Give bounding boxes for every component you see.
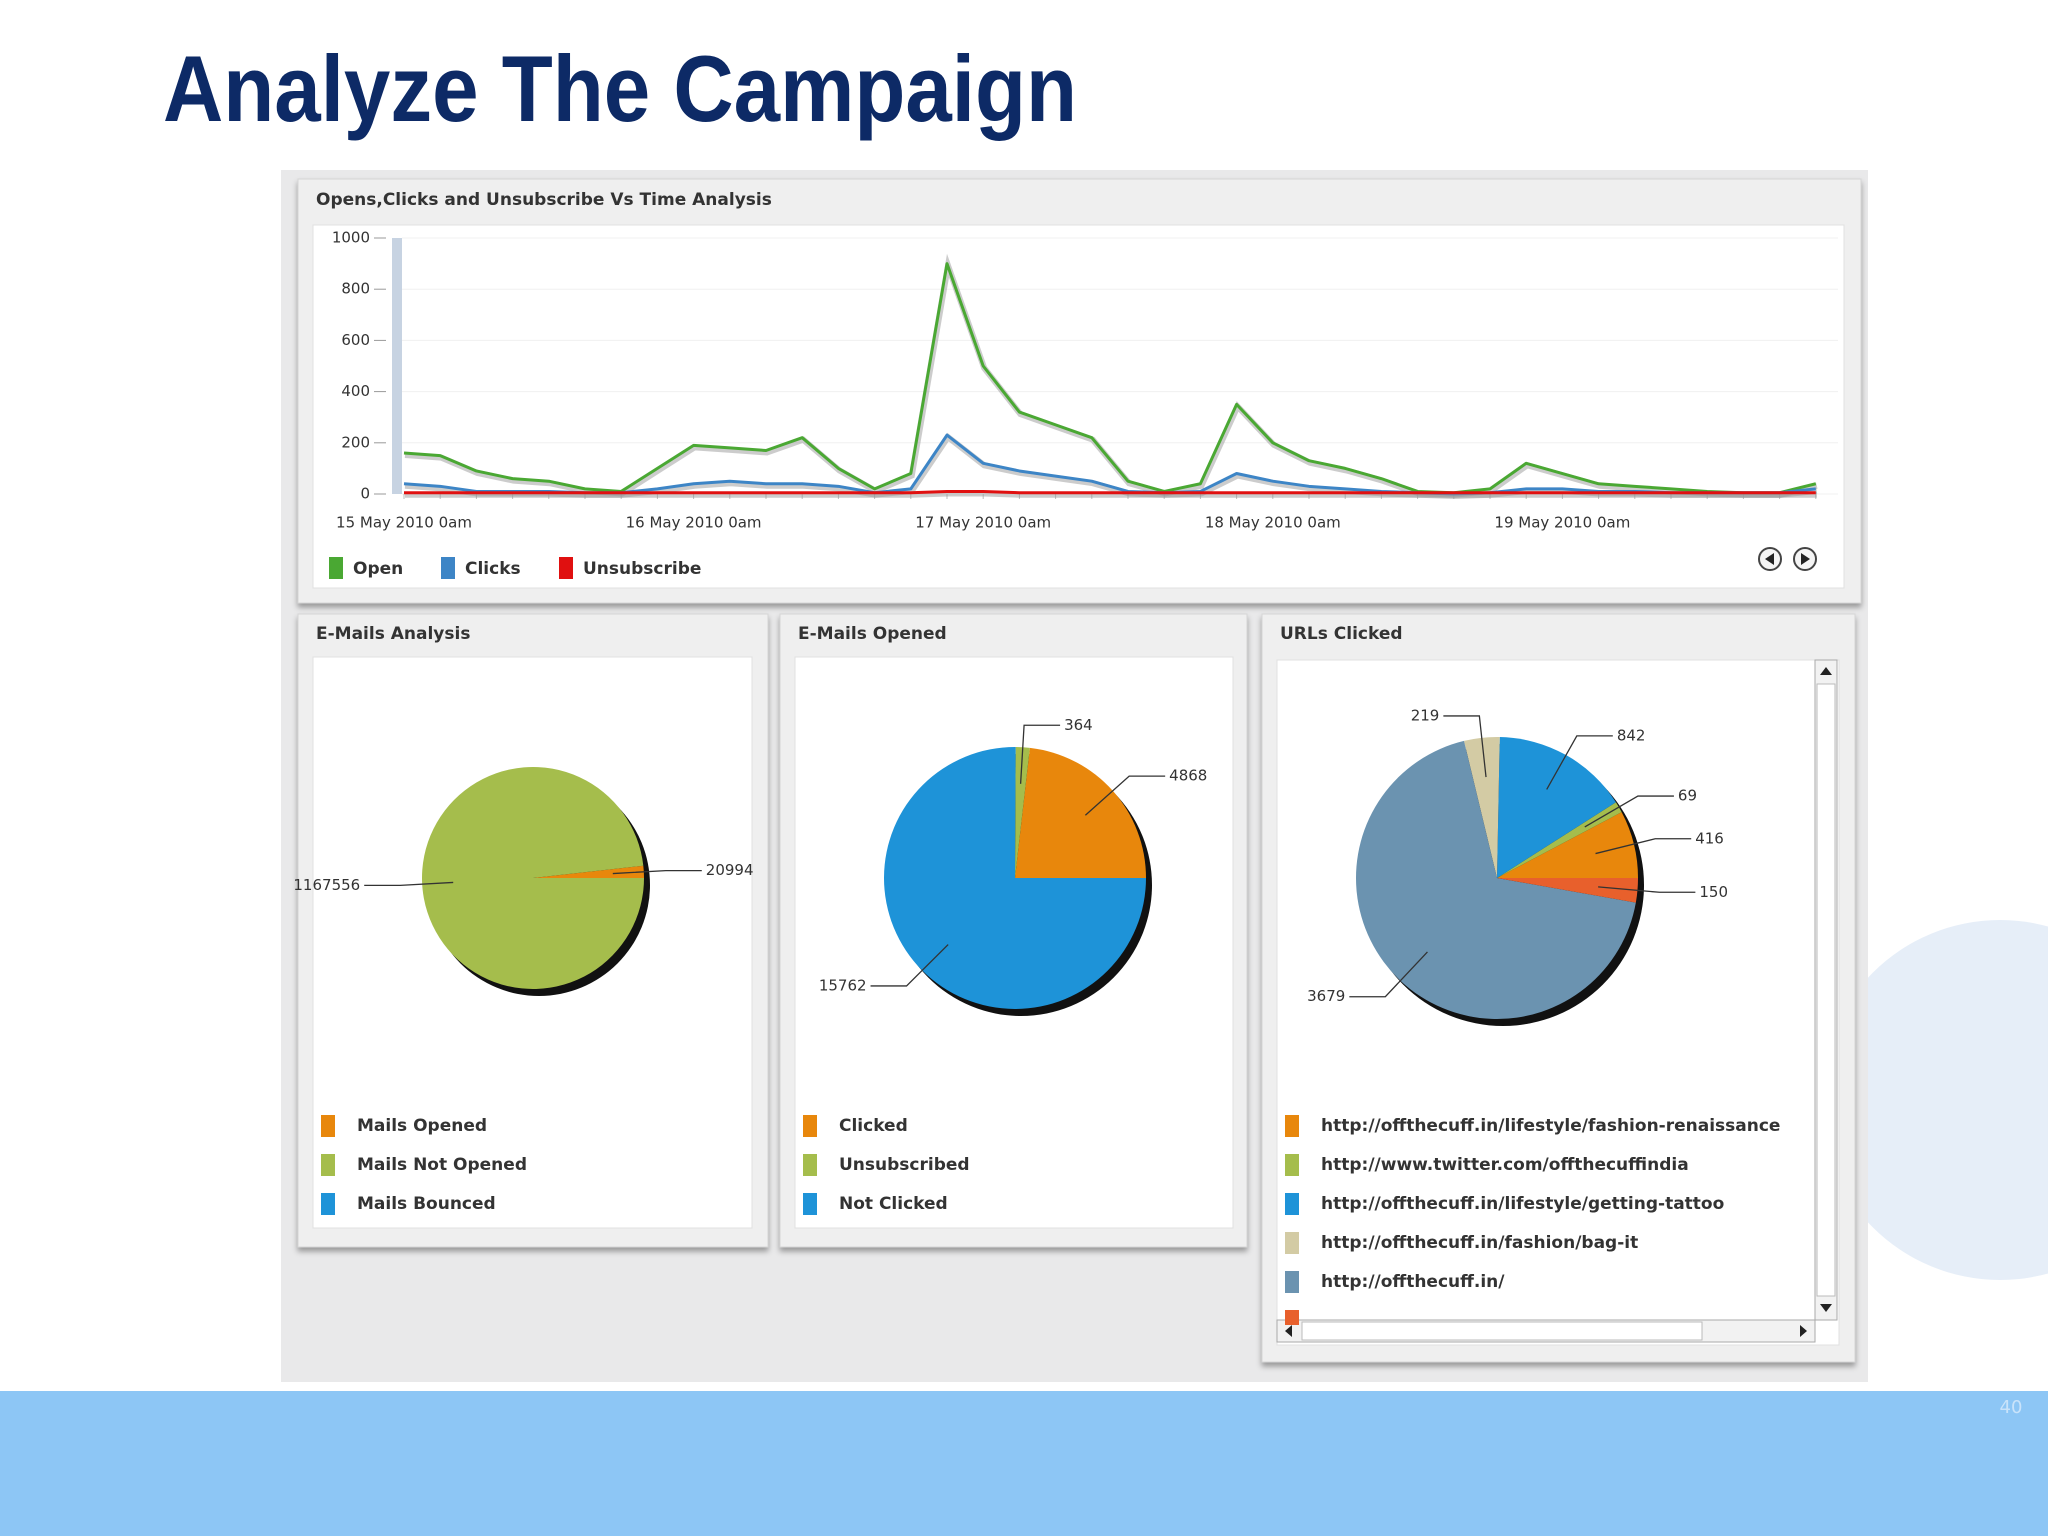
globe-decoration — [1820, 920, 2048, 1280]
legend-label: http://offthecuff.in/fashion/bag-it — [1321, 1233, 1638, 1253]
legend-swatch — [1285, 1115, 1299, 1137]
y-tick-label: 400 — [341, 382, 370, 400]
legend-label: http://www.twitter.com/offthecuffindia — [1321, 1155, 1689, 1175]
legend-label: Mails Opened — [357, 1116, 487, 1136]
data-label: 150 — [1699, 883, 1728, 901]
data-label: 20994 — [706, 861, 754, 879]
legend-swatch — [1285, 1154, 1299, 1176]
data-label: 4868 — [1169, 767, 1207, 785]
legend-swatch — [329, 557, 343, 579]
data-label: 416 — [1695, 829, 1724, 847]
pie-slice — [883, 747, 1146, 1009]
chart-title: URLs Clicked — [1280, 624, 1403, 644]
y-tick-label: 0 — [360, 485, 370, 503]
line-shadow — [405, 490, 1817, 498]
scroll-thumb[interactable] — [1816, 683, 1836, 1297]
leader-line — [870, 944, 949, 987]
legend-label: http://offthecuff.in/lifestyle/fashion-r… — [1321, 1116, 1780, 1136]
legend-swatch — [803, 1193, 817, 1215]
leader-line — [1349, 951, 1428, 998]
pie-slice — [1356, 740, 1636, 1019]
x-tick-label: 15 May 2010 0am — [336, 514, 472, 532]
legend-swatch — [803, 1115, 817, 1137]
next-icon — [1801, 553, 1810, 565]
legend-swatch — [441, 557, 455, 579]
legend-label: Clicks — [465, 559, 521, 579]
legend-label: Mails Not Opened — [357, 1155, 527, 1175]
data-label: 842 — [1617, 726, 1646, 744]
data-label: 69 — [1678, 787, 1697, 805]
slide-title: Analyze The Campaign — [163, 36, 1077, 141]
scroll-band — [392, 238, 402, 494]
chart-title: Opens,Clicks and Unsubscribe Vs Time Ana… — [316, 190, 772, 210]
legend-swatch — [321, 1154, 335, 1176]
legend-label: Unsubscribed — [839, 1155, 970, 1175]
legend-swatch — [1285, 1232, 1299, 1254]
x-tick-label: 17 May 2010 0am — [915, 514, 1051, 532]
series-line — [403, 433, 1816, 496]
chart-title: E-Mails Analysis — [316, 624, 470, 644]
footer-band — [0, 1391, 2048, 1536]
line-plot-area — [312, 224, 1845, 589]
pie-slice — [1015, 747, 1030, 878]
prev-icon — [1765, 553, 1774, 565]
series-line — [403, 262, 1817, 495]
data-label: 15762 — [819, 976, 867, 994]
y-tick-label: 600 — [341, 331, 370, 349]
y-tick-label: 200 — [341, 433, 370, 451]
legend-swatch — [321, 1193, 335, 1215]
leader-line — [364, 881, 454, 887]
x-tick-label: 18 May 2010 0am — [1205, 514, 1341, 532]
legend-swatch — [559, 557, 573, 579]
leader-line — [1019, 724, 1061, 784]
legend-label: Mails Bounced — [357, 1194, 496, 1214]
pie-slice — [1497, 812, 1638, 878]
series-line — [404, 489, 1816, 495]
legend-label: Open — [353, 559, 403, 579]
pie-slice — [1497, 737, 1616, 878]
legend-label: http://offthecuff.in/lifestyle/getting-t… — [1321, 1194, 1724, 1214]
leader-line — [1546, 735, 1613, 790]
x-tick-label: 16 May 2010 0am — [626, 514, 762, 532]
pie-slice — [1463, 737, 1500, 878]
data-label: 219 — [1411, 706, 1440, 724]
legend-swatch — [1285, 1310, 1299, 1325]
legend-label: Not Clicked — [839, 1194, 948, 1214]
pie-slice — [1015, 747, 1146, 878]
pie-slice — [422, 767, 644, 990]
page-number: 40 — [2000, 1397, 2023, 1418]
chart-title: E-Mails Opened — [798, 624, 947, 644]
leader-line — [1584, 795, 1674, 828]
data-label: 3679 — [1307, 987, 1345, 1005]
legend-swatch — [1285, 1271, 1299, 1293]
data-label: 1167556 — [293, 876, 360, 894]
legend-label: http://offthecuff.in/ — [1321, 1272, 1505, 1292]
legend-swatch — [321, 1115, 335, 1137]
y-tick-label: 800 — [341, 280, 370, 298]
leader-line — [612, 869, 702, 875]
leader-line — [1595, 838, 1692, 855]
y-tick-label: 1000 — [332, 229, 370, 247]
leader-line — [1598, 886, 1696, 893]
url-legend-clip: http://offthecuff.in/lifestyle/fashion-r… — [1285, 1115, 1780, 1325]
pie-slice — [533, 865, 644, 878]
pie-slice — [1497, 802, 1622, 878]
legend-label: Unsubscribe — [583, 559, 701, 579]
legend-swatch — [1285, 1193, 1299, 1215]
legend-swatch — [803, 1154, 817, 1176]
leader-line — [1443, 715, 1487, 778]
data-label: 364 — [1064, 716, 1093, 734]
x-tick-label: 19 May 2010 0am — [1494, 514, 1630, 532]
leader-line — [1084, 775, 1166, 816]
h-scroll-thumb[interactable] — [1301, 1321, 1703, 1341]
pie-slice — [1497, 878, 1638, 903]
legend-label: Clicked — [839, 1116, 908, 1136]
